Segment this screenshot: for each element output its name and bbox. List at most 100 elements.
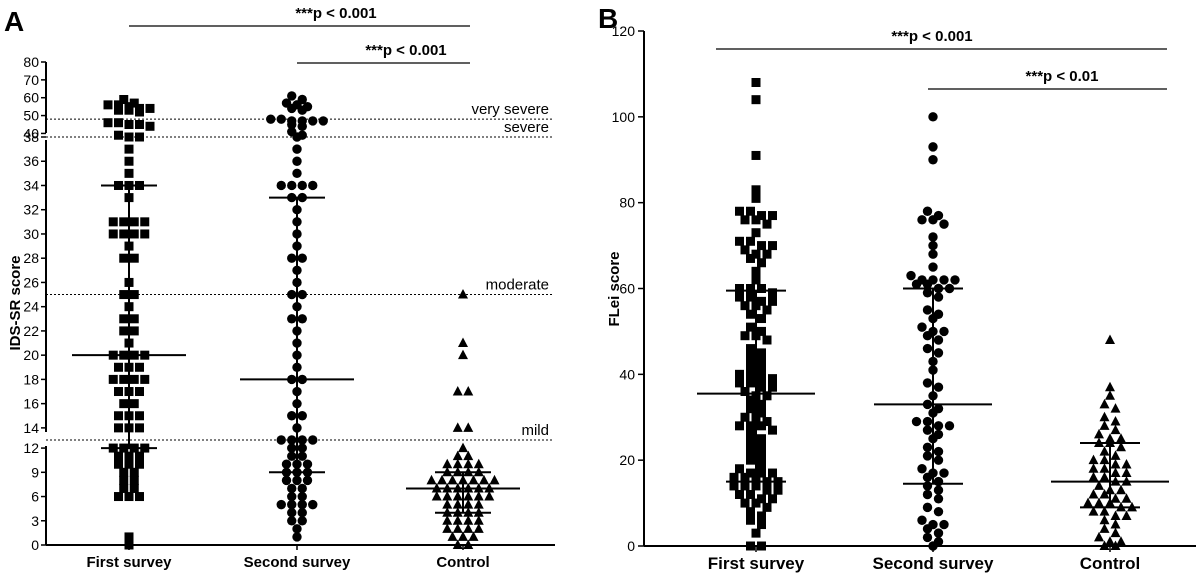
- data-point-triangle: [442, 523, 453, 533]
- data-point-circle: [933, 335, 944, 345]
- data-point-square: [114, 411, 123, 421]
- x-tick-label: Second survey: [873, 554, 994, 573]
- data-point-circle: [906, 270, 916, 281]
- y-tick-label: 60: [23, 90, 39, 106]
- data-point-triangle: [1094, 531, 1104, 542]
- y-tick-label: 3: [31, 513, 39, 529]
- data-point-triangle: [442, 458, 453, 469]
- data-point-circle: [939, 275, 949, 285]
- data-point-circle: [287, 451, 297, 461]
- data-point-circle: [928, 215, 938, 225]
- data-point-square: [751, 528, 761, 538]
- data-point-triangle: [452, 491, 463, 501]
- y-tick-label: 60: [619, 281, 635, 297]
- data-point-circle: [302, 475, 313, 486]
- significance-label: ***p < 0.001: [295, 5, 376, 22]
- data-point-square: [746, 515, 755, 525]
- data-point-square: [735, 490, 744, 499]
- data-point-square: [119, 399, 129, 409]
- data-point-square: [746, 404, 755, 414]
- data-point-circle: [928, 249, 938, 259]
- data-point-circle: [292, 524, 302, 534]
- data-point-circle: [297, 105, 307, 115]
- data-point-triangle: [1121, 458, 1132, 469]
- data-point-triangle: [452, 499, 463, 509]
- data-point-circle: [922, 305, 933, 315]
- data-point-triangle: [1088, 463, 1099, 473]
- data-point-triangle: [1121, 467, 1132, 478]
- data-point-square: [751, 481, 761, 491]
- data-point-triangle: [1105, 536, 1115, 546]
- data-point-triangle: [437, 474, 447, 485]
- data-point-circle: [933, 506, 944, 517]
- data-point-circle: [292, 132, 302, 142]
- data-point-circle: [928, 232, 938, 242]
- data-point-square: [757, 296, 766, 306]
- panel-b-label: B: [598, 3, 618, 34]
- y-tick-label: 32: [23, 202, 39, 218]
- data-point-triangle: [452, 539, 463, 549]
- data-point-circle: [318, 116, 328, 126]
- data-point-square: [129, 399, 139, 409]
- data-point-square: [735, 421, 744, 431]
- data-point-square: [762, 305, 772, 315]
- data-point-triangle: [1110, 458, 1121, 469]
- threshold-label: very severe: [471, 101, 549, 118]
- data-point-square: [119, 483, 129, 493]
- data-point-square: [129, 483, 139, 493]
- data-point-circle: [297, 314, 307, 324]
- data-point-square: [119, 326, 129, 336]
- y-tick-label: 50: [23, 108, 39, 124]
- data-point-square: [757, 459, 766, 469]
- data-point-circle: [922, 442, 933, 452]
- data-point-triangle: [1110, 540, 1121, 550]
- data-point-circle: [939, 468, 949, 478]
- data-point-square: [119, 374, 129, 384]
- data-point-circle: [292, 156, 302, 166]
- data-point-square: [114, 105, 123, 115]
- data-point-square: [729, 481, 739, 491]
- data-point-triangle: [473, 458, 484, 469]
- data-point-circle: [297, 411, 307, 421]
- data-point-square: [735, 236, 744, 246]
- data-point-square: [740, 215, 750, 225]
- data-point-square: [135, 459, 144, 469]
- data-point-circle: [922, 472, 933, 483]
- data-point-triangle: [473, 515, 484, 525]
- data-point-square: [751, 193, 761, 203]
- data-point-square: [757, 211, 766, 221]
- data-point-triangle: [463, 491, 474, 501]
- data-point-square: [757, 314, 766, 324]
- threshold-label: mild: [521, 422, 549, 439]
- data-point-square: [135, 132, 144, 142]
- data-point-circle: [276, 499, 286, 510]
- data-point-square: [740, 481, 750, 491]
- y-tick-label: 18: [23, 371, 39, 387]
- data-point-square: [108, 229, 118, 239]
- data-point-circle: [922, 343, 933, 354]
- data-point-circle: [922, 481, 933, 491]
- data-point-circle: [933, 348, 944, 358]
- data-point-circle: [276, 180, 286, 191]
- data-point-circle: [950, 275, 960, 285]
- data-point-circle: [308, 116, 318, 126]
- data-point-square: [135, 387, 144, 397]
- data-point-square: [757, 284, 766, 293]
- data-point-circle: [928, 155, 938, 165]
- data-point-square: [757, 326, 766, 336]
- data-point-square: [124, 540, 134, 550]
- data-point-circle: [292, 144, 302, 154]
- data-point-circle: [917, 322, 927, 332]
- data-point-square: [740, 412, 750, 422]
- data-point-square: [114, 387, 123, 397]
- data-point-triangle: [1099, 471, 1110, 482]
- data-point-square: [757, 408, 766, 418]
- data-point-triangle: [463, 523, 474, 533]
- data-point-circle: [939, 219, 949, 229]
- data-point-square: [124, 492, 134, 502]
- data-point-circle: [297, 507, 307, 518]
- data-point-square: [768, 382, 777, 392]
- data-point-circle: [922, 425, 933, 435]
- data-point-triangle: [1094, 428, 1104, 439]
